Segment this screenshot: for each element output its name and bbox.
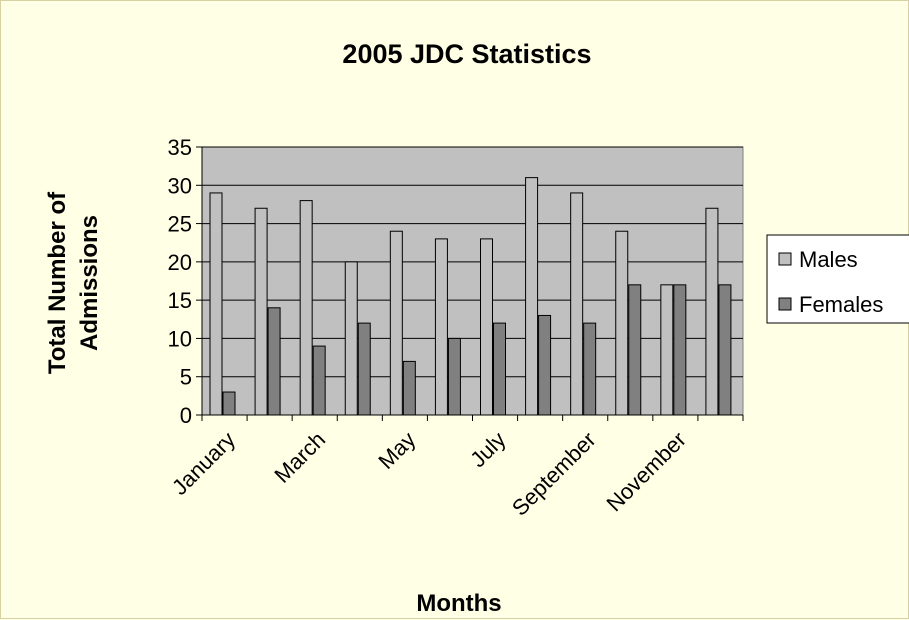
- y-tick-label: 20: [168, 250, 192, 275]
- bar-males-october: [615, 230, 629, 416]
- legend-swatch-females: [778, 297, 792, 311]
- legend-label-males: Males: [799, 247, 858, 272]
- bar-males-december: [705, 207, 719, 416]
- bar-males-september: [570, 192, 584, 416]
- bar-females-march: [312, 345, 326, 416]
- legend-label-females: Females: [799, 292, 883, 317]
- bar-females-august: [538, 314, 552, 416]
- chart-title: 2005 JDC Statistics: [342, 39, 591, 69]
- bar-males-august: [525, 177, 539, 416]
- x-tick-label: March: [269, 427, 330, 488]
- y-tick-labels: 0 5 10 15 20 25 30 35: [168, 135, 192, 428]
- bar-females-september: [583, 322, 597, 416]
- bars: [209, 177, 732, 416]
- bar-females-june: [447, 337, 461, 416]
- y-axis-label: Total Number of Admissions: [44, 191, 103, 374]
- x-tick-label: September: [507, 427, 601, 521]
- bar-females-july: [493, 322, 506, 416]
- bar-males-january: [209, 192, 223, 416]
- bar-females-november: [673, 284, 687, 416]
- x-tick-label: July: [465, 427, 510, 472]
- bar-males-june: [434, 238, 448, 416]
- bar-males-july: [480, 238, 493, 416]
- legend: Males Females: [766, 234, 909, 324]
- bar-females-december: [718, 284, 732, 416]
- y-axis-label-line-1: Total Number of: [44, 191, 71, 374]
- y-tick-label: 25: [168, 212, 192, 237]
- bar-females-may: [402, 360, 416, 416]
- axes: [196, 146, 744, 421]
- y-tick-label: 0: [180, 403, 192, 428]
- bar-females-february: [267, 307, 281, 416]
- y-tick-label: 10: [168, 326, 192, 351]
- bar-males-april: [344, 261, 358, 416]
- y-tick-label: 30: [168, 173, 192, 198]
- gridlines: [202, 146, 743, 378]
- bar-females-january: [222, 391, 236, 416]
- x-tick-label: November: [601, 427, 690, 516]
- x-axis-label: Months: [416, 590, 501, 617]
- y-tick-label: 15: [168, 288, 192, 313]
- bar-males-may: [389, 230, 403, 416]
- y-tick-label: 5: [180, 365, 192, 390]
- x-tick-label: May: [373, 427, 420, 474]
- x-tick-label: January: [167, 427, 240, 500]
- y-tick-label: 35: [168, 135, 192, 160]
- bar-males-february: [254, 207, 268, 416]
- y-axis-label-line-2: Admissions: [76, 215, 103, 351]
- bar-females-april: [357, 322, 371, 416]
- plot-area: [201, 146, 744, 416]
- bar-males-march: [299, 200, 313, 416]
- legend-swatch-males: [778, 252, 792, 266]
- bar-females-october: [628, 284, 642, 416]
- bar-males-november: [660, 284, 674, 416]
